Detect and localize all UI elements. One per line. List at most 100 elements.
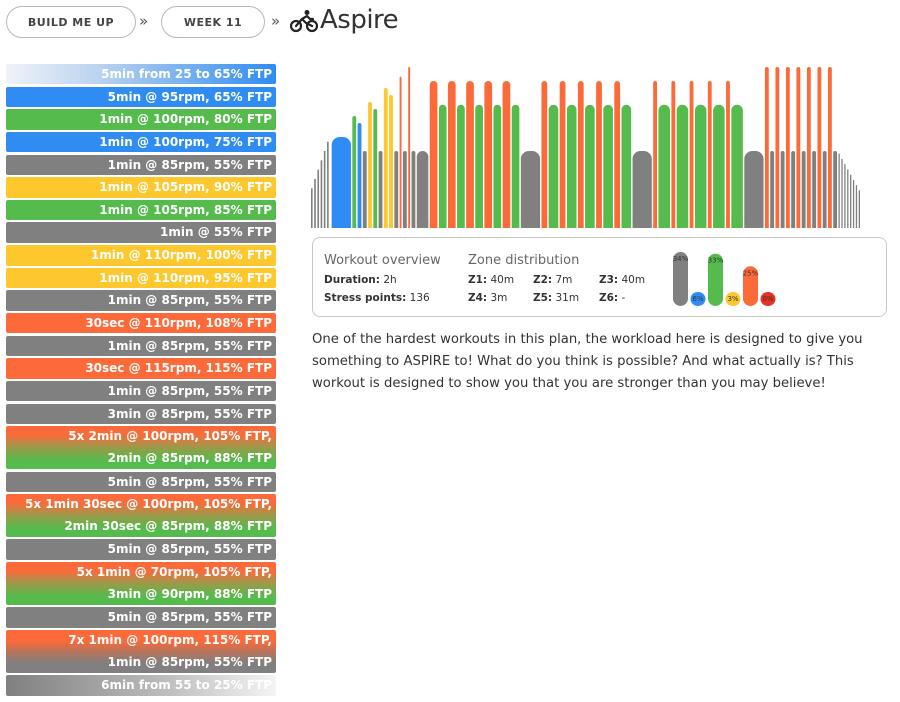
chart-ramp-bar [323, 151, 326, 228]
chart-interval-bar-base [484, 224, 493, 228]
zone-bar-label: 3% [727, 295, 738, 303]
zone-value: 7m [555, 274, 573, 286]
chart-interval-bar [775, 67, 780, 228]
chart-interval-bar-base [817, 226, 822, 228]
zone-label: Z4: [468, 292, 488, 304]
chart-interval-bar [502, 81, 511, 228]
zone-bar-z2 [690, 292, 706, 306]
chart-interval-bar-base [352, 226, 357, 228]
chart-ramp-bar [847, 169, 849, 228]
chart-ramp-bar [311, 188, 313, 228]
chart-interval-bar [614, 81, 621, 228]
chart-interval-bar-base [466, 224, 474, 228]
workout-step-label: 1min @ 55% FTP [160, 225, 272, 240]
chart-interval-bar-base [389, 226, 393, 228]
chart-interval-bar [731, 104, 743, 228]
chart-interval-bar-base [502, 224, 511, 228]
chart-interval-bar-base [707, 226, 712, 228]
breadcrumb-separator: » [139, 12, 149, 30]
workout-step: 30sec @ 110rpm, 108% FTP [6, 313, 276, 334]
chart-interval-bar [411, 151, 416, 228]
chart-interval-bar-base [383, 226, 388, 228]
chart-interval-bar-base [744, 220, 764, 228]
workout-step: 6min from 55 to 25% FTP [6, 675, 276, 696]
zone-label: Z2: [533, 274, 553, 286]
chart-interval-bar-base [603, 223, 613, 228]
breadcrumb-week[interactable]: WEEK 11 [161, 6, 265, 38]
chart-interval-bar [671, 81, 676, 228]
workout-step: 5x 1min 30sec @ 100rpm, 105% FTP, 2min 30… [6, 494, 276, 538]
chart-interval-bar-base [541, 225, 548, 228]
workout-overview-card: Workout overview Duration: 2h Stress poi… [312, 237, 887, 317]
workout-step: 5x 1min @ 70rpm, 105% FTP, 3min @ 90rpm, … [6, 562, 276, 606]
chart-ramp-bar [838, 153, 840, 228]
workout-step-label: 1min @ 110rpm, 95% FTP [99, 270, 272, 285]
zone-item: Z5: 31m [533, 292, 579, 304]
chart-interval-bar-base [447, 224, 456, 228]
chart-interval-bar-base [566, 223, 577, 228]
workout-description: One of the hardest workouts in this plan… [312, 332, 863, 391]
chart-interval-bar-base [411, 226, 416, 228]
chart-interval-bar [457, 104, 465, 228]
chart-ramp-bar [858, 190, 860, 228]
chart-interval-bar [621, 104, 632, 228]
chart-interval-bar-base [713, 222, 725, 228]
chart-interval-bar-base [402, 226, 407, 228]
chart-interval-bar [577, 81, 584, 228]
workout-step: 3min @ 85rpm, 55% FTP [6, 403, 276, 424]
zone-bar-z6 [760, 292, 776, 306]
zone-bar-label: 25% [743, 269, 759, 277]
chart-interval-bar-base [438, 224, 447, 228]
cyclist-icon [290, 10, 318, 33]
chart-interval-bar-base [812, 226, 817, 228]
chart-interval-bar [689, 81, 694, 228]
chart-interval-bar-base [368, 226, 372, 228]
workout-step-label: 2min 30sec @ 85rpm, 88% FTP [64, 518, 272, 533]
workout-step: 5min @ 95rpm, 65% FTP [6, 86, 276, 108]
chart-interval-bar [447, 81, 456, 228]
workout-step-label: 5min @ 85rpm, 55% FTP [107, 610, 272, 625]
zone-label: Z6: [599, 292, 619, 304]
chart-interval-bar-base [331, 220, 351, 228]
breadcrumb-build-me-up[interactable]: BUILD ME UP [6, 6, 136, 38]
zone-value: 31m [555, 292, 580, 304]
chart-interval-bar-base [796, 226, 801, 228]
workout-step: 5x 2min @ 100rpm, 105% FTP, 2min @ 85rpm,… [6, 426, 276, 470]
workout-steps-list: 5min from 25 to 65% FTP 5min @ 95rpm, 65%… [6, 64, 276, 698]
zone-item: Z1: 40m [468, 274, 514, 286]
chart-interval-bar [822, 151, 827, 228]
chart-interval-bar [791, 151, 796, 228]
chart-interval-bar [399, 76, 402, 228]
zone-bar-z1 [673, 252, 688, 306]
chart-interval-bar [827, 67, 832, 228]
chart-interval-bar [416, 151, 429, 228]
chart-interval-bar-base [833, 226, 838, 228]
chart-interval-bar [707, 81, 712, 228]
chart-interval-bar [780, 151, 785, 228]
chart-interval-bar-base [780, 226, 785, 228]
chart-interval-bar [475, 104, 483, 228]
chart-interval-bar [801, 151, 806, 228]
chart-interval-bar [713, 104, 725, 228]
chart-ramp-bar [852, 179, 855, 228]
chart-interval-bar [394, 151, 399, 228]
workout-step-label: 5min @ 95rpm, 65% FTP [107, 89, 272, 104]
chart-interval-bar-base [653, 226, 658, 228]
chart-ramp-bar [327, 141, 329, 228]
chart-interval-bar [833, 151, 838, 228]
chart-ramp-bar [844, 164, 846, 228]
chart-interval-bar-base [548, 223, 559, 228]
zone-item: Z3: 40m [599, 274, 645, 286]
zone-bar-label: 34% [673, 255, 689, 263]
chart-interval-bar [632, 151, 652, 228]
chart-interval-bar-base [373, 226, 378, 228]
chart-interval-bar [548, 104, 559, 228]
breadcrumb-separator: » [271, 12, 281, 30]
chart-interval-bar-base [394, 226, 399, 228]
chart-interval-bar [566, 104, 577, 228]
chart-interval-bar [389, 95, 393, 228]
workout-step-label: 5x 2min @ 100rpm, 105% FTP, [68, 429, 272, 444]
workout-step: 1min @ 100rpm, 80% FTP [6, 109, 276, 130]
chart-interval-bar-base [676, 222, 689, 228]
workout-step: 30sec @ 115rpm, 115% FTP [6, 358, 276, 379]
